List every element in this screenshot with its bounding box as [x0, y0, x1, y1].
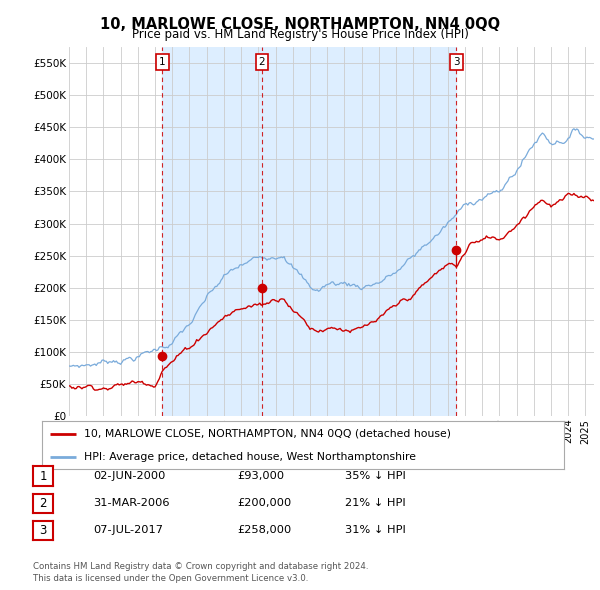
Text: Contains HM Land Registry data © Crown copyright and database right 2024.
This d: Contains HM Land Registry data © Crown c… — [33, 562, 368, 583]
Text: £258,000: £258,000 — [237, 526, 291, 535]
Text: 3: 3 — [40, 524, 47, 537]
Text: 1: 1 — [159, 57, 166, 67]
Text: HPI: Average price, detached house, West Northamptonshire: HPI: Average price, detached house, West… — [84, 452, 416, 462]
Text: 35% ↓ HPI: 35% ↓ HPI — [345, 471, 406, 481]
Text: 2: 2 — [40, 497, 47, 510]
Text: 2: 2 — [259, 57, 265, 67]
Bar — [162, 47, 457, 416]
Text: Price paid vs. HM Land Registry's House Price Index (HPI): Price paid vs. HM Land Registry's House … — [131, 28, 469, 41]
Text: 1: 1 — [40, 470, 47, 483]
Text: £93,000: £93,000 — [237, 471, 284, 481]
Text: 3: 3 — [453, 57, 460, 67]
Text: 02-JUN-2000: 02-JUN-2000 — [93, 471, 166, 481]
Text: 31-MAR-2006: 31-MAR-2006 — [93, 499, 170, 508]
Text: 10, MARLOWE CLOSE, NORTHAMPTON, NN4 0QQ: 10, MARLOWE CLOSE, NORTHAMPTON, NN4 0QQ — [100, 17, 500, 31]
Text: 10, MARLOWE CLOSE, NORTHAMPTON, NN4 0QQ (detached house): 10, MARLOWE CLOSE, NORTHAMPTON, NN4 0QQ … — [84, 429, 451, 439]
Text: 07-JUL-2017: 07-JUL-2017 — [93, 526, 163, 535]
Text: £200,000: £200,000 — [237, 499, 291, 508]
Text: 31% ↓ HPI: 31% ↓ HPI — [345, 526, 406, 535]
Text: 21% ↓ HPI: 21% ↓ HPI — [345, 499, 406, 508]
